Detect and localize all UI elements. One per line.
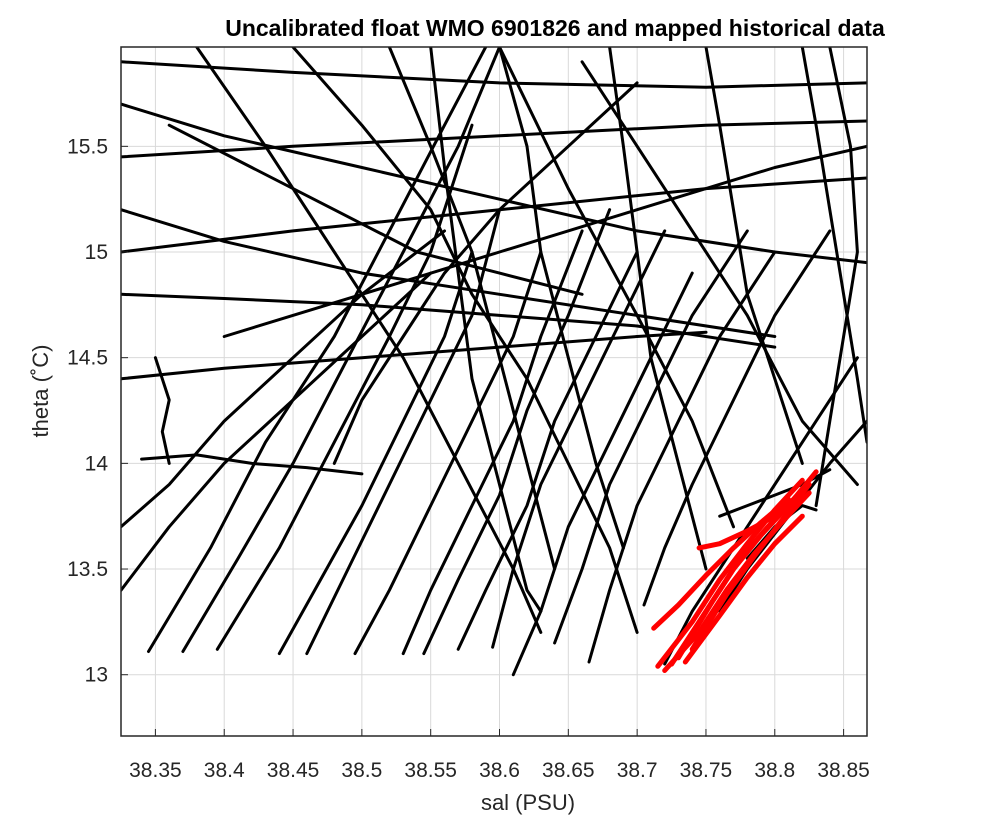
historical-profile-line: [332, 81, 639, 465]
historical-profile-line: [429, 47, 543, 613]
float-profile-line: [682, 513, 805, 665]
historical-profile-line: [277, 250, 474, 656]
historical-profile-line: [663, 356, 859, 666]
historical-profile-line: [553, 229, 749, 645]
float-profile-line: [689, 482, 812, 652]
plot-frame: [120, 46, 868, 737]
x-tick-label: 38.55: [404, 759, 457, 782]
x-tick-label: 38.4: [204, 759, 245, 782]
historical-profile-line: [422, 208, 612, 656]
historical-profile-line: [387, 47, 557, 571]
x-tick-label: 38.85: [817, 759, 870, 782]
historical-profile-line: [140, 453, 364, 476]
plot-background: [121, 47, 867, 736]
x-tick-label: 38.6: [479, 759, 520, 782]
historical-profile-line: [215, 123, 474, 651]
historical-profile-line: [305, 208, 501, 656]
historical-profile-line: [167, 123, 584, 296]
historical-profile-line: [121, 60, 867, 89]
historical-profile-line: [580, 60, 859, 486]
historical-profile-line: [121, 271, 433, 592]
historical-profile-line: [121, 102, 867, 265]
x-tick-label: 38.75: [680, 759, 733, 782]
y-tick-label: 14.5: [67, 347, 108, 370]
x-axis-label: sal (PSU): [481, 790, 575, 815]
historical-profile-line: [704, 47, 804, 465]
historical-profile-line: [498, 47, 735, 529]
x-axis-ticks: 38.35 38.4 38.45 38.5 38.55 38.6 38.65 38.7 38.7…: [129, 729, 870, 782]
historical-profile-line: [121, 119, 867, 159]
historical-profile-line: [121, 229, 446, 529]
y-tick-label: 13: [85, 664, 108, 687]
historical-profile-line: [195, 47, 543, 634]
historical-profile-line: [814, 47, 859, 508]
historical-profile-line: [498, 47, 625, 550]
y-axis-ticks: 13 13.5 14 14.5 15 15.5: [67, 135, 128, 687]
historical-profile-line: [587, 250, 777, 664]
x-tick-label: 38.35: [129, 759, 182, 782]
float-profile-line: [696, 492, 805, 551]
historical-profile-line: [642, 229, 832, 607]
x-tick-label: 38.45: [267, 759, 320, 782]
y-tick-label: 15.5: [67, 135, 108, 158]
historical-profile-line: [222, 144, 867, 338]
y-tick-label: 14: [85, 452, 109, 475]
historical-profile-line: [147, 47, 488, 653]
historical-profile-line: [291, 47, 639, 634]
historical-profile-line: [800, 47, 867, 444]
chart-title: Uncalibrated float WMO 6901826 and mappe…: [225, 15, 885, 41]
y-axis-label: theta (˚C): [28, 345, 53, 438]
y-tick-label: 13.5: [67, 558, 108, 581]
historical-profile-line: [121, 208, 777, 338]
historical-profile-line: [353, 250, 543, 656]
x-tick-label: 38.7: [617, 759, 658, 782]
historical-profile-line: [153, 356, 171, 465]
y-tick-label: 15: [85, 241, 108, 264]
data-lines: [121, 47, 867, 677]
x-tick-label: 38.5: [341, 759, 382, 782]
x-tick-label: 38.65: [542, 759, 595, 782]
historical-profile-line: [121, 292, 777, 349]
x-tick-label: 38.8: [754, 759, 795, 782]
